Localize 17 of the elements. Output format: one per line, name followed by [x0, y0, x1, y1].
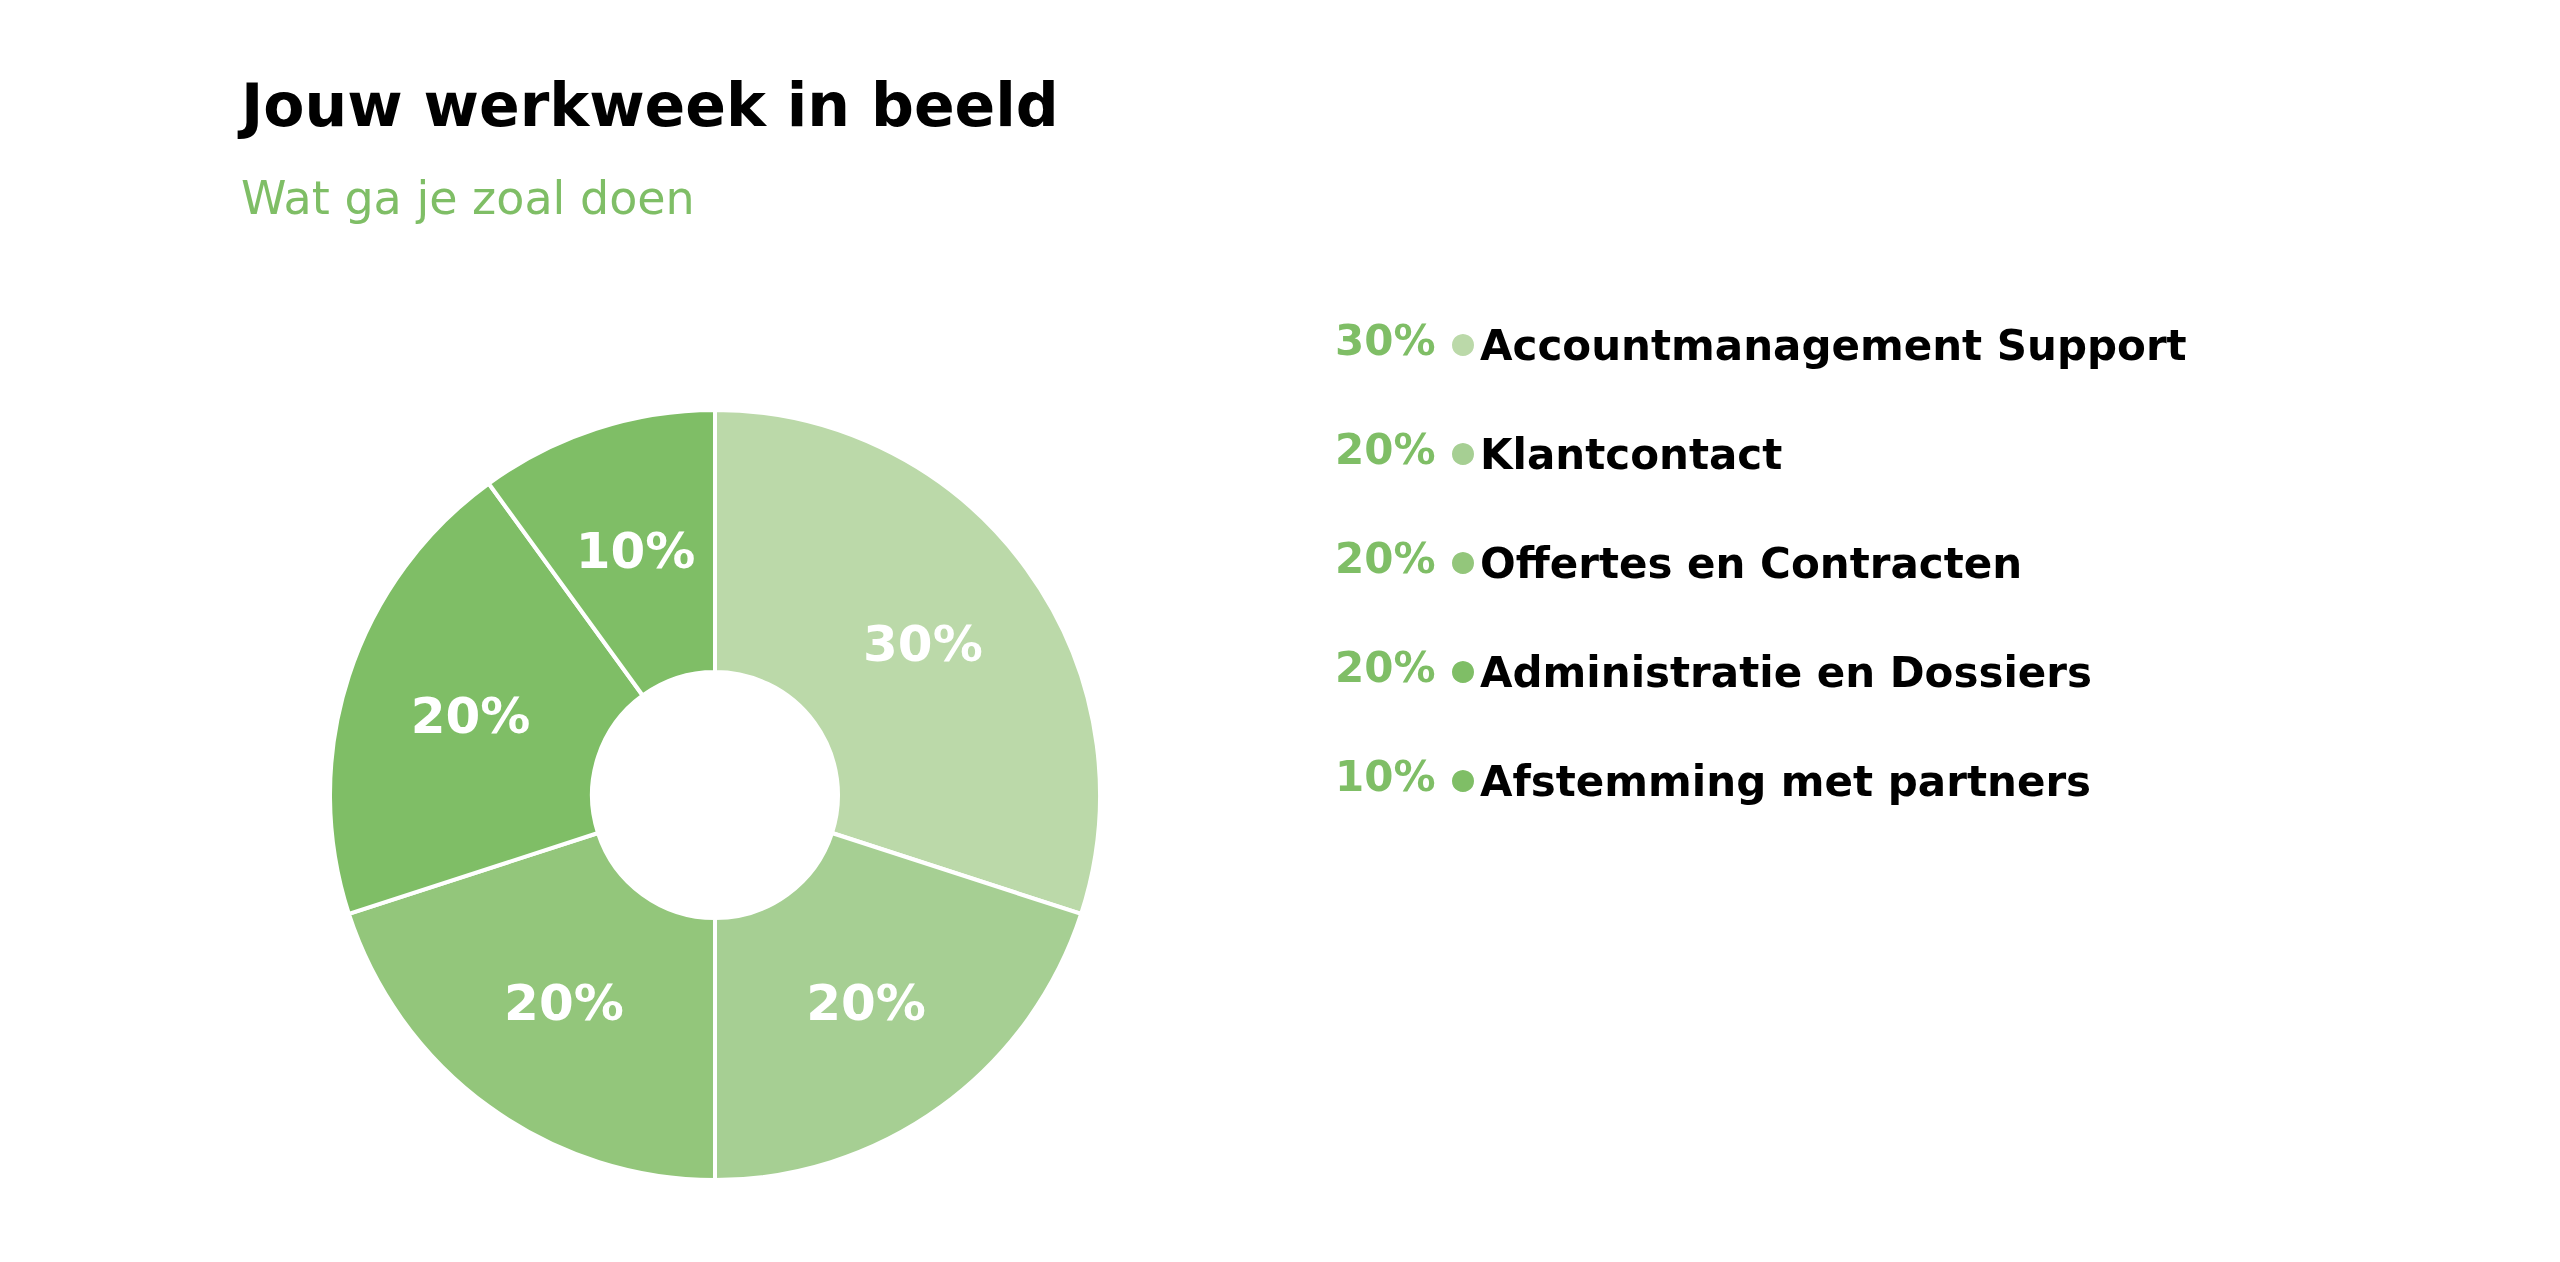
text: 10% [1335, 751, 1436, 801]
data-label: 20% [504, 973, 624, 1032]
chart-subtitle: Wat ga je zoal doen [241, 171, 695, 225]
legend-label: Accountmanagement Support [1480, 320, 2187, 370]
text: 30% [1335, 315, 1436, 365]
legend-label: Afstemming met partners [1480, 756, 2092, 806]
text: 20% [1335, 642, 1436, 692]
data-label: 10% [575, 521, 696, 580]
text: 20% [1335, 533, 1436, 583]
data-label: 20% [806, 973, 926, 1032]
chart-title: Jouw werkweek in beeld [237, 70, 1059, 140]
legend-label: Offertes en Contracten [1480, 538, 2023, 588]
data-label: 30% [863, 614, 983, 673]
legend-label: Administratie en Dossiers [1480, 647, 2093, 697]
text: 20% [1335, 424, 1436, 474]
data-label: 20% [410, 686, 531, 745]
legend-label: Klantcontact [1480, 429, 1783, 479]
